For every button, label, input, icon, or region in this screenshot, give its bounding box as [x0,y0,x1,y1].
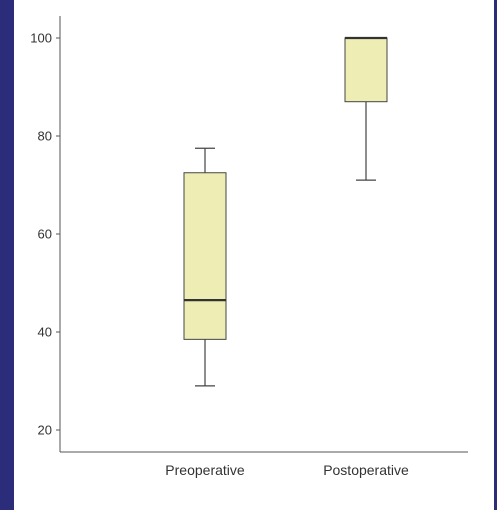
y-tick-label-60: 60 [38,227,52,242]
chart-panel [14,0,494,510]
x-label-postoperative: Postoperative [323,462,409,478]
y-tick-label-40: 40 [38,325,52,340]
y-tick-label-20: 20 [38,423,52,438]
x-axis-labels: Preoperative Postoperative [165,462,409,478]
axes [59,16,468,453]
box-postoperative [344,36,388,181]
box-preoperative [183,147,227,387]
x-label-preoperative: Preoperative [165,462,245,478]
iqr-box [344,37,388,103]
y-tick-label-100: 100 [30,31,52,46]
y-axis-ticks: 20 40 60 80 100 [30,31,60,438]
boxes [183,36,388,387]
y-tick-label-80: 80 [38,129,52,144]
iqr-box [183,172,227,340]
